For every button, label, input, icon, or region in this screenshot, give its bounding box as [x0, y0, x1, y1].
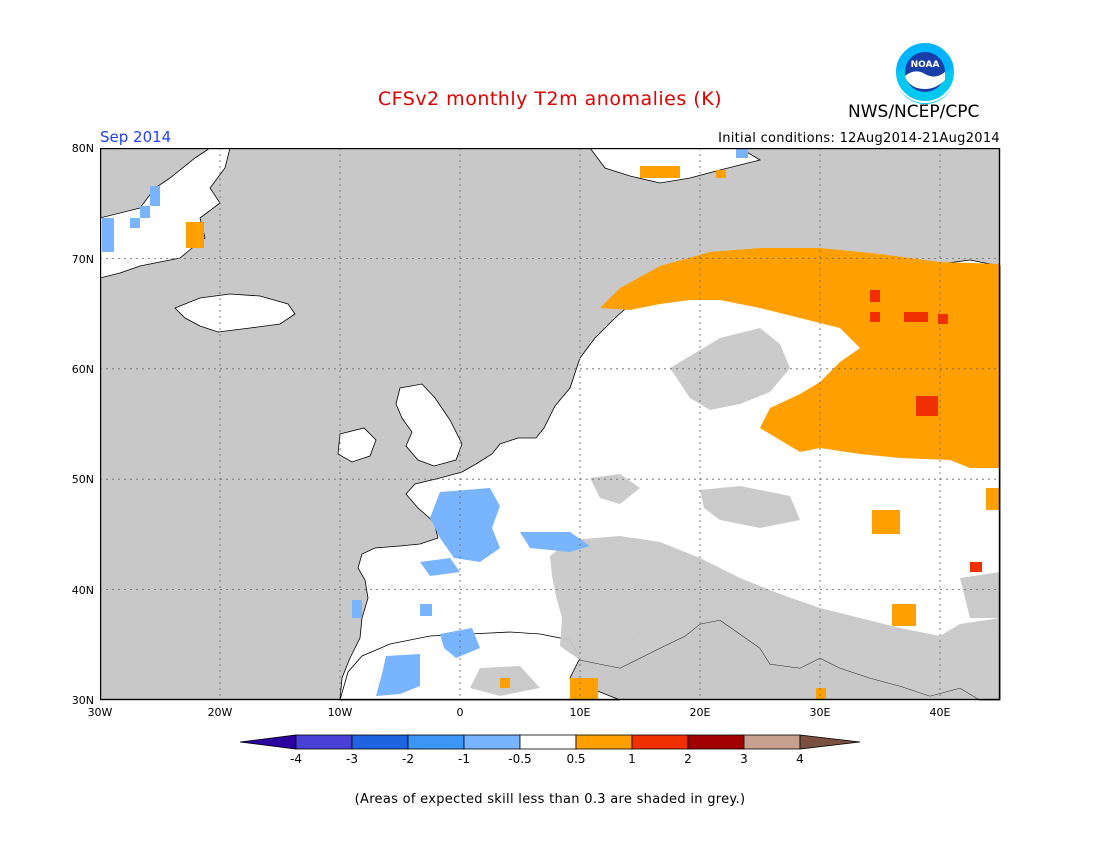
greenland-coast: [100, 148, 231, 279]
chart-title: CFSv2 monthly T2m anomalies (K): [377, 88, 723, 110]
colorbar-label: -0.5: [508, 752, 532, 766]
colorbar-cell: [743, 734, 801, 750]
colorbar-label: 0.5: [566, 752, 586, 766]
lon-label: 10W: [327, 706, 353, 719]
colorbar-cell: [295, 734, 353, 750]
colorbar-label: 1: [628, 752, 636, 766]
lat-label: 80N: [71, 142, 94, 155]
colorbar-cell: [631, 734, 689, 750]
noaa-logo: NOAA: [893, 40, 957, 104]
noaa-logo-text: NOAA: [911, 60, 940, 70]
colorbar-cell: [407, 734, 465, 750]
colorbar-cell: [575, 734, 633, 750]
lon-label: 20W: [207, 706, 233, 719]
anomaly-map: [100, 148, 1001, 701]
lat-label: 50N: [71, 473, 94, 486]
colorbar-label: 3: [740, 752, 748, 766]
colorbar-label: -3: [346, 752, 358, 766]
ireland: [337, 427, 377, 463]
colorbar-cell: [799, 734, 861, 750]
lon-label: 10E: [569, 706, 591, 719]
lon-label: 0: [456, 706, 464, 719]
colorbar-cell: [519, 734, 577, 750]
iceland: [174, 293, 296, 333]
warm-anomaly-0.5-1: [186, 166, 1000, 700]
colorbar-label: -1: [458, 752, 470, 766]
colorbar-cell: [687, 734, 745, 750]
skill-footnote: (Areas of expected skill less than 0.3 a…: [354, 792, 746, 807]
agency-label: NWS/NCEP/CPC: [848, 102, 980, 122]
lon-label: 30E: [809, 706, 831, 719]
lon-label: 30W: [87, 706, 113, 719]
lon-label: 20E: [689, 706, 711, 719]
colorbar-cell: [351, 734, 409, 750]
initial-conditions: Initial conditions: 12Aug2014-21Aug2014: [718, 131, 1000, 146]
colorbar-label: 4: [796, 752, 804, 766]
lon-label: 40E: [929, 706, 951, 719]
lat-label: 30N: [71, 694, 94, 707]
colorbar-label: 2: [684, 752, 692, 766]
british-isles: [395, 383, 463, 467]
colorbar-label: -2: [402, 752, 414, 766]
map-frame: [100, 148, 1001, 701]
forecast-month: Sep 2014: [100, 128, 172, 146]
colorbar-label: -4: [290, 752, 302, 766]
colorbar-cell: [239, 734, 297, 750]
colorbar-cell: [463, 734, 521, 750]
lat-label: 70N: [71, 253, 94, 266]
warm-anomaly-1-2: [870, 290, 982, 572]
lat-label: 60N: [71, 363, 94, 376]
colorbar: [239, 734, 861, 750]
cold-anomaly-0.5-1: [102, 148, 748, 696]
lat-label: 40N: [71, 584, 94, 597]
graticule: [100, 148, 1000, 700]
